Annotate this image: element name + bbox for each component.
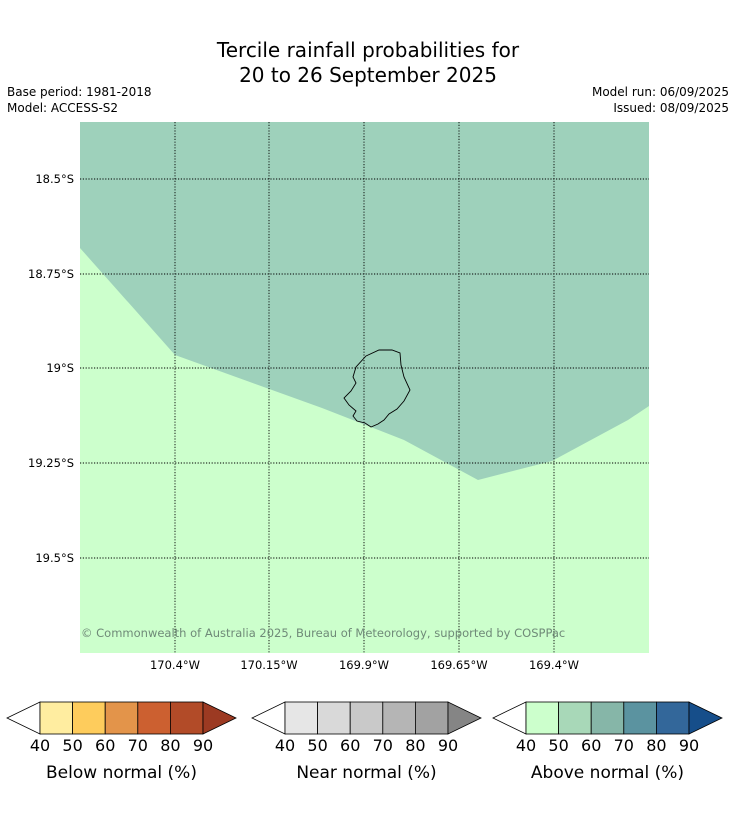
below-normal-band-1 bbox=[39, 701, 73, 735]
region-above-normal-50-60 bbox=[80, 122, 649, 480]
lat-label-19s: 19°S bbox=[46, 361, 74, 375]
below-normal-band-4 bbox=[137, 701, 171, 735]
lat-label-19-5s: 19.5°S bbox=[35, 551, 74, 565]
near-normal-tick-90: 90 bbox=[438, 736, 458, 755]
below-normal-tick-70: 70 bbox=[128, 736, 148, 755]
below-normal-tick-60: 60 bbox=[95, 736, 115, 755]
above-normal-tick-50: 50 bbox=[548, 736, 568, 755]
near-normal-tick-70: 70 bbox=[373, 736, 393, 755]
model-run-text: Model run: 06/09/2025 bbox=[591, 85, 729, 99]
colorbar-above-normal: 40 50 60 70 80 90 Above normal (%) bbox=[492, 701, 723, 783]
gridlines bbox=[80, 122, 649, 653]
below-normal-band-5 bbox=[169, 701, 204, 735]
lon-label-170-4w: 170.4°W bbox=[150, 658, 200, 672]
niue-island-outline bbox=[343, 349, 411, 428]
lon-label-169-4w: 169.4°W bbox=[529, 658, 579, 672]
title-line-2: 20 to 26 September 2025 bbox=[239, 63, 497, 87]
below-normal-tick-50: 50 bbox=[62, 736, 82, 755]
copyright-notice: © Commonwealth of Australia 2025, Bureau… bbox=[81, 626, 565, 640]
lat-label-19-25s: 19.25°S bbox=[28, 456, 74, 470]
near-normal-band-4 bbox=[382, 701, 416, 735]
near-normal-tick-80: 80 bbox=[405, 736, 425, 755]
above-normal-band-1 bbox=[525, 701, 559, 735]
info-left: Base period: 1981-2018 Model: ACCESS-S2 bbox=[7, 84, 152, 116]
below-normal-label: Below normal (%) bbox=[46, 763, 197, 783]
above-normal-tick-40: 40 bbox=[516, 736, 536, 755]
below-normal-over-triangle bbox=[202, 701, 237, 735]
above-normal-label: Above normal (%) bbox=[531, 763, 684, 783]
near-normal-label: Near normal (%) bbox=[296, 763, 436, 783]
near-normal-under-triangle bbox=[251, 701, 286, 735]
lon-label-169-65w: 169.65°W bbox=[430, 658, 487, 672]
above-normal-band-2 bbox=[558, 701, 592, 735]
above-normal-band-3 bbox=[590, 701, 625, 735]
info-right: Model run: 06/09/2025 Issued: 08/09/2025 bbox=[592, 84, 729, 116]
near-normal-band-1 bbox=[284, 701, 318, 735]
model-text: Model: ACCESS-S2 bbox=[7, 101, 119, 115]
issued-text: Issued: 08/09/2025 bbox=[613, 101, 729, 115]
below-normal-tick-90: 90 bbox=[193, 736, 213, 755]
below-normal-band-3 bbox=[104, 701, 139, 735]
below-normal-tick-80: 80 bbox=[160, 736, 180, 755]
above-normal-tick-80: 80 bbox=[646, 736, 666, 755]
below-normal-band-2 bbox=[72, 701, 106, 735]
map-title: Tercile rainfall probabilities for 20 to… bbox=[0, 38, 736, 88]
near-normal-tick-50: 50 bbox=[307, 736, 327, 755]
above-normal-tick-70: 70 bbox=[614, 736, 634, 755]
near-normal-over-triangle bbox=[447, 701, 482, 735]
below-normal-tick-40: 40 bbox=[30, 736, 50, 755]
above-normal-under-triangle bbox=[492, 701, 527, 735]
above-normal-band-5 bbox=[656, 701, 690, 735]
lat-label-18-5s: 18.5°S bbox=[35, 172, 74, 186]
colorbar-below-normal: 40 50 60 70 80 90 Below normal (%) bbox=[6, 701, 237, 783]
lon-label-169-9w: 169.9°W bbox=[339, 658, 389, 672]
near-normal-band-2 bbox=[317, 701, 351, 735]
below-normal-under-triangle bbox=[6, 701, 41, 735]
map-panel: 18.5°S 18.75°S 19°S 19.25°S 19.5°S 170.4… bbox=[28, 122, 649, 672]
near-normal-tick-60: 60 bbox=[340, 736, 360, 755]
base-period-text: Base period: 1981-2018 bbox=[7, 85, 152, 99]
near-normal-tick-40: 40 bbox=[275, 736, 295, 755]
above-normal-over-triangle bbox=[688, 701, 723, 735]
lat-label-18-75s: 18.75°S bbox=[28, 267, 74, 281]
title-line-1: Tercile rainfall probabilities for bbox=[216, 38, 520, 62]
lon-label-170-15w: 170.15°W bbox=[240, 658, 297, 672]
above-normal-band-4 bbox=[623, 701, 657, 735]
near-normal-band-5 bbox=[414, 701, 449, 735]
above-normal-tick-60: 60 bbox=[581, 736, 601, 755]
near-normal-band-3 bbox=[349, 701, 384, 735]
above-normal-tick-90: 90 bbox=[679, 736, 699, 755]
